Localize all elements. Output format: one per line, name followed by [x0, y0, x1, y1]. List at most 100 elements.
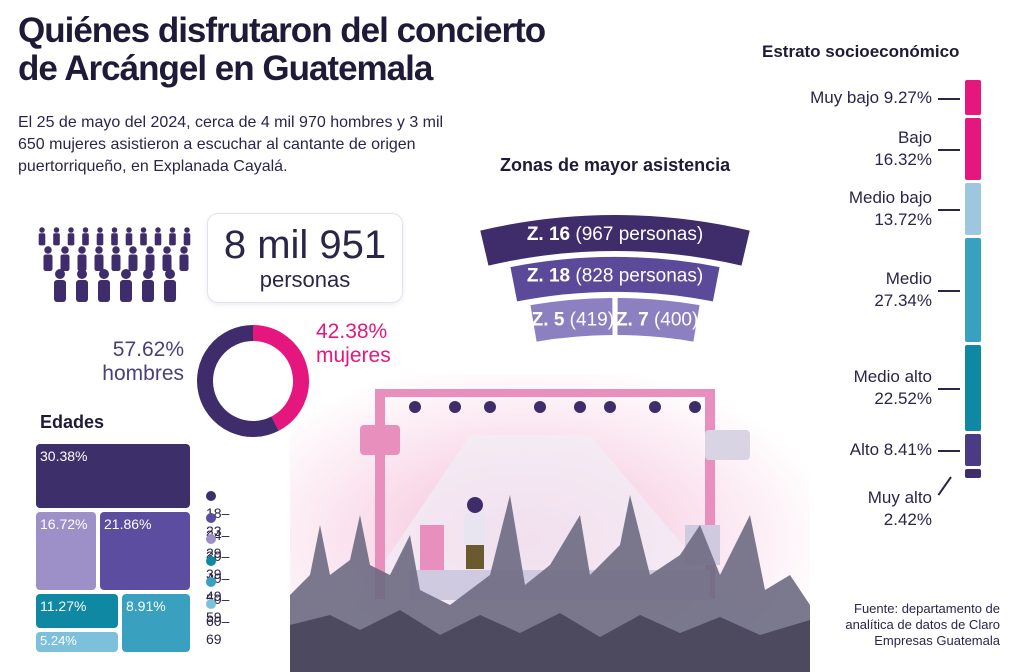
- title-line-1: Quiénes disfrutaron del concierto: [18, 11, 546, 50]
- person-icon: [77, 246, 87, 271]
- stage-truss-top: [375, 389, 715, 397]
- legend-dot-icon: [206, 512, 216, 523]
- legend-dot-icon: [206, 598, 216, 609]
- zone-band-5: [530, 298, 613, 342]
- crowd-icon: [38, 227, 191, 302]
- strata-label-line: 16.32%: [874, 150, 932, 170]
- gender-donut-chart: [197, 325, 309, 437]
- person-icon: [125, 227, 133, 246]
- person-icon: [94, 246, 104, 271]
- strata-connector-line: [938, 290, 960, 293]
- age-legend-item: 24–29: [206, 508, 229, 561]
- person-icon: [162, 246, 172, 271]
- ages-title: Edades: [40, 412, 105, 432]
- singer-figure: [464, 497, 486, 569]
- donut-slice-mujeres: [252, 325, 309, 431]
- speaker-left: [360, 425, 400, 455]
- person-icon: [60, 246, 70, 271]
- age-cell-24-29: 21.86%: [100, 512, 190, 590]
- age-legend-item: 60–69: [206, 594, 229, 647]
- strata-connector-line: [938, 97, 960, 100]
- person-icon: [164, 269, 176, 302]
- speaker-right: [705, 430, 750, 460]
- strata-label-line: Medio: [885, 269, 932, 289]
- strata-connector-line: [937, 476, 952, 496]
- person-icon: [183, 227, 191, 246]
- concert-stage-illustration: [290, 375, 810, 672]
- person-icon: [111, 227, 118, 246]
- person-icon: [54, 269, 66, 302]
- strata-title: Estrato socioeconómico: [762, 42, 960, 61]
- strata-label: Alto 8.41%: [850, 439, 932, 461]
- strata-label-line: Medio bajo: [848, 188, 932, 208]
- age-cell-40-49: 11.27%: [36, 594, 118, 628]
- women-label: 42.38% mujeres: [316, 320, 426, 368]
- person-icon: [120, 269, 132, 302]
- age-legend-item: 30–39: [206, 529, 229, 582]
- age-cell-label: 5.24%: [40, 633, 77, 648]
- strata-label-line: 22.52%: [874, 389, 932, 409]
- person-icon: [128, 246, 138, 271]
- strata-label-line: Bajo: [897, 128, 932, 148]
- legend-dot-icon: [206, 491, 216, 501]
- person-icon: [38, 227, 46, 246]
- strata-bar-medio-bajo: [965, 183, 981, 236]
- strata-bar-muy-bajo: [965, 80, 981, 116]
- age-cell-18-23: 30.38%: [36, 444, 190, 508]
- zone-label: Z. 18 (828 personas): [527, 266, 703, 287]
- zone-label: Z. 7 (400): [616, 309, 698, 330]
- zone-label: Z. 5 (419): [532, 309, 614, 330]
- source-note: Fuente: departamento de analítica de dat…: [845, 601, 1000, 648]
- zone-band-18: [510, 257, 720, 302]
- strata-label-line: Medio alto: [853, 367, 932, 387]
- strata-bar-medio-alto: [965, 345, 981, 431]
- strata-bar-muy-alto: [965, 468, 981, 478]
- age-cell-30-39: 16.72%: [36, 512, 96, 590]
- strata-label: Muy bajo 9.27%: [810, 87, 932, 109]
- men-pct: 57.62%: [112, 338, 184, 361]
- strata-label-line: 27.34%: [874, 291, 932, 311]
- strata-bar-bajo: [965, 118, 981, 181]
- total-unit: personas: [259, 267, 351, 292]
- person-icon: [140, 227, 147, 246]
- strata-connector-line: [938, 388, 960, 391]
- women-text: mujeres: [316, 344, 391, 367]
- strata-connector-line: [938, 149, 960, 152]
- crowd-front: [290, 610, 810, 672]
- total-attendance-card: 8 mil 951 personas: [208, 214, 402, 302]
- strata-label-line: 13.72%: [874, 210, 932, 230]
- stage-lights: [409, 401, 701, 413]
- age-legend-item: 18–23: [206, 486, 229, 539]
- age-legend-item: 50–59: [206, 572, 229, 625]
- person-icon: [169, 227, 176, 246]
- zones-arch-chart: Z. 16 (967 personas) Z. 18 (828 personas)…: [480, 215, 750, 342]
- age-legend-item: 40–49: [206, 551, 229, 604]
- person-icon: [53, 227, 60, 246]
- person-icon: [111, 246, 121, 271]
- strata-label: Muy alto 2.42%: [868, 487, 932, 531]
- strata-bar-alto: [965, 433, 981, 466]
- strata-bar-medio: [965, 238, 981, 343]
- strata-label: Medio alto 22.52%: [854, 366, 932, 410]
- ages-treemap: 30.38% 16.72% 21.86% 11.27% 5.24% 8.91%: [36, 444, 192, 654]
- strata-label: Medio bajo 13.72%: [849, 187, 932, 231]
- strata-label-line: Alto 8.41%: [849, 439, 932, 459]
- age-cell-label: 16.72%: [40, 516, 88, 532]
- strata-label-line: 2.42%: [883, 510, 932, 530]
- donut-slice-hombres: [197, 325, 279, 437]
- age-cell-label: 21.86%: [104, 516, 152, 532]
- strata-connector-line: [938, 449, 960, 452]
- total-number: 8 mil 951: [223, 223, 387, 267]
- age-cell-label: 30.38%: [40, 448, 88, 464]
- title-line-2: de Arcángel en Guatemala: [18, 49, 433, 88]
- zone-band-7: [617, 298, 700, 342]
- zone-band-16: [480, 215, 750, 266]
- zones-title: Zonas de mayor asistencia: [500, 155, 731, 175]
- men-label: 57.62% hombres: [84, 338, 184, 386]
- amp-left: [420, 525, 444, 570]
- person-icon: [43, 246, 53, 271]
- zone-label: Z. 16 (967 personas): [527, 224, 703, 245]
- person-icon: [76, 269, 88, 302]
- intro-text: El 25 de mayo del 2024, cerca de 4 mil 9…: [18, 114, 444, 175]
- men-text: hombres: [102, 362, 184, 385]
